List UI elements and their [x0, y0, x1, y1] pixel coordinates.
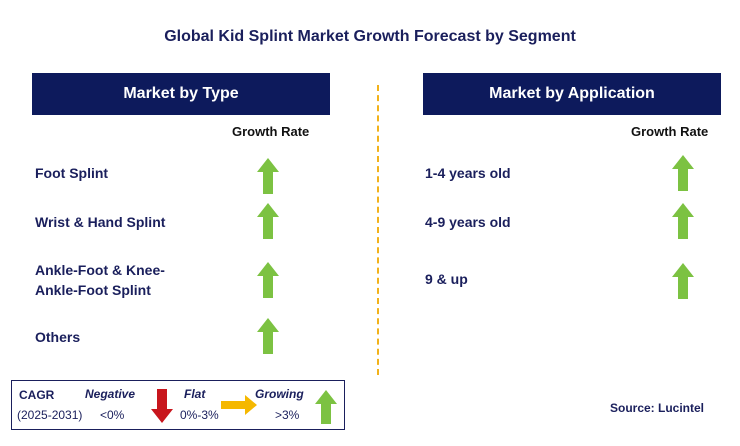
- cagr-legend: CAGR (2025-2031) Negative <0% Flat 0%-3%…: [11, 380, 345, 430]
- legend-cagr-label: CAGR: [19, 388, 55, 402]
- legend-negative-range: <0%: [100, 408, 125, 422]
- growing-arrow-icon: [672, 203, 694, 239]
- panel-divider: [377, 85, 379, 375]
- type-growth-rate-label: Growth Rate: [232, 124, 310, 139]
- segment-1-4-years: 1-4 years old: [425, 165, 511, 181]
- growing-arrow-icon: [257, 203, 279, 239]
- source-label: Source: Lucintel: [610, 401, 705, 415]
- segment-wrist-hand-splint: Wrist & Hand Splint: [35, 214, 166, 230]
- growing-arrow-icon: [315, 390, 337, 424]
- segment-foot-splint: Foot Splint: [35, 165, 109, 181]
- growing-arrow-icon: [672, 155, 694, 191]
- growing-arrow-icon: [257, 318, 279, 354]
- negative-arrow-icon: [151, 389, 173, 423]
- legend-flat-label: Flat: [184, 387, 206, 401]
- legend-negative-label: Negative: [85, 387, 136, 401]
- segment-label-line2: Ankle-Foot Splint: [35, 282, 151, 298]
- segment-ankle-foot-knee-splint: Ankle-Foot & Knee- Ankle-Foot Splint: [35, 260, 165, 300]
- segment-9-and-up: 9 & up: [425, 271, 468, 287]
- legend-growing-range: >3%: [275, 408, 300, 422]
- legend-period: (2025-2031): [17, 408, 83, 422]
- segment-4-9-years: 4-9 years old: [425, 214, 511, 230]
- segment-others: Others: [35, 329, 81, 345]
- chart-title: Global Kid Splint Market Growth Forecast…: [164, 28, 576, 45]
- application-growth-rate-label: Growth Rate: [631, 124, 709, 139]
- flat-arrow-icon: [221, 395, 257, 415]
- market-by-type-header: Market by Type: [32, 73, 330, 115]
- segment-label-line1: Ankle-Foot & Knee-: [35, 262, 165, 278]
- growing-arrow-icon: [257, 158, 279, 194]
- growing-arrow-icon: [257, 262, 279, 298]
- legend-flat-range: 0%-3%: [180, 408, 219, 422]
- market-by-application-header: Market by Application: [423, 73, 721, 115]
- legend-growing-label: Growing: [255, 387, 304, 401]
- growing-arrow-icon: [672, 263, 694, 299]
